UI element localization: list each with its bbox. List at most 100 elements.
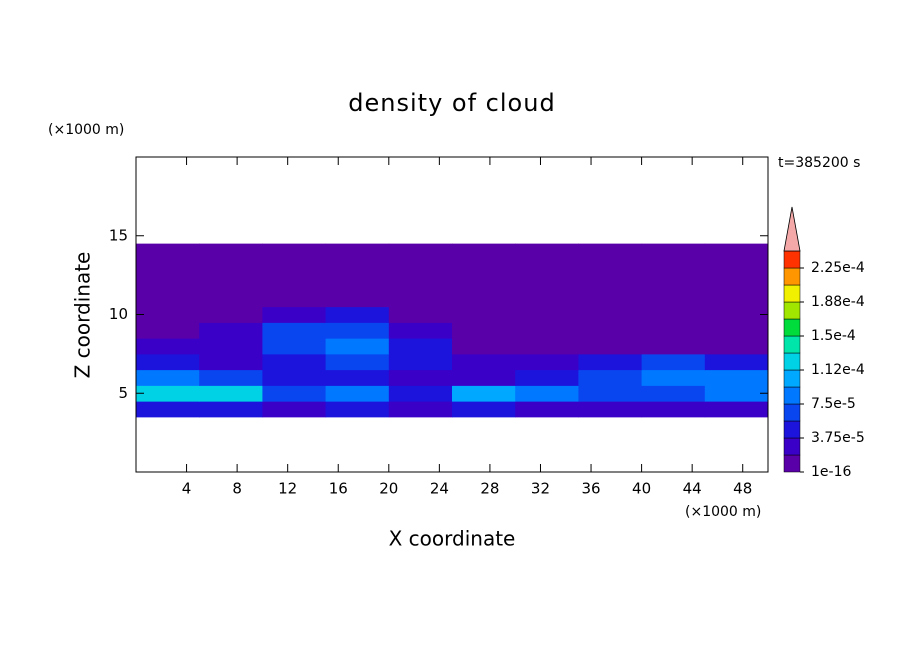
x-tick-label: 24 [430,480,449,498]
x-tick-label: 40 [632,480,651,498]
contour-cell [578,338,643,355]
x-tick-label: 20 [379,480,398,498]
contour-cell [199,353,263,371]
contour-cell [515,243,579,260]
contour-cell [262,259,327,276]
contour-cell [452,322,516,339]
x-tick-label: 8 [232,480,242,498]
contour-cell [136,385,200,402]
time-label: t=385200 s [778,155,860,171]
colorbar-segment [783,454,801,473]
chart-title: density of cloud [348,89,555,117]
contour-cell [578,290,643,308]
y-axis-title: Z coordinate [71,252,95,379]
colorbar-segment [783,369,801,388]
contour-cell [515,401,579,418]
y-tick-label: 15 [109,226,128,244]
contour-cell [388,353,453,371]
contour-cell [641,385,706,402]
contour-cell [515,369,579,386]
colorbar-tick-label: 1e-16 [811,464,851,480]
contour-cell [325,306,390,323]
x-tick-label: 32 [531,480,550,498]
contour-cell [641,401,706,418]
contour-cell [704,322,769,339]
contour-cell [578,385,643,402]
contour-cell [325,243,390,260]
contour-cell [515,322,579,339]
contour-cell [641,306,706,323]
y-unit: (×1000 m) [48,122,124,138]
contour-cell [515,353,579,371]
contour-cell [388,259,453,276]
contour-cell [704,401,769,418]
colorbar-segment [783,437,801,456]
contour-cell [452,306,516,323]
contour-cell [452,243,516,260]
contour-cell [515,290,579,308]
contour-cell [325,259,390,276]
contour-cell [704,290,769,308]
colorbar-segment [783,301,801,320]
contour-cell [262,338,327,355]
colorbar-tick-label: 7.5e-5 [811,396,856,412]
contour-cell [578,369,643,386]
contour-cell [199,401,263,418]
contour-cell [452,369,516,386]
y-tick-label: 10 [109,305,128,323]
x-tick-label: 48 [733,480,752,498]
contour-cell [325,275,390,292]
contour-cell [388,306,453,323]
contour-cell [262,275,327,292]
x-axis-title: X coordinate [389,527,516,551]
contour-cell [452,275,516,292]
contour-cell [452,353,516,371]
x-unit: (×1000 m) [685,504,761,520]
contour-cell [199,369,263,386]
colorbar-segment [783,386,801,405]
contour-cell [452,259,516,276]
contour-cell [136,306,200,323]
contour-cell [452,385,516,402]
colorbar-tick-label: 1.5e-4 [811,328,856,344]
x-tick-label: 28 [480,480,499,498]
colorbar-tick-label: 3.75e-5 [811,430,865,446]
contour-cell [641,353,706,371]
contour-cell [641,243,706,260]
colorbar-segment [783,284,801,303]
contour-cell [452,401,516,418]
contour-cell [388,290,453,308]
contour-cell [578,401,643,418]
contour-cell [452,290,516,308]
contour-cell [199,259,263,276]
contour-cell [704,369,769,386]
contour-cell [262,322,327,339]
contour-cell [578,243,643,260]
colorbar-tick-label: 1.12e-4 [811,362,865,378]
contour-cell [325,353,390,371]
contour-cell [136,369,200,386]
contour-cell [136,259,200,276]
contour-cell [136,338,200,355]
contour-cell [578,306,643,323]
contour-cell [388,338,453,355]
contour-cell [199,290,263,308]
contour-cell [199,306,263,323]
colorbar-segment [783,403,801,422]
contour-cell [641,338,706,355]
contour-cell [641,259,706,276]
contour-cell [262,290,327,308]
x-tick-label: 44 [683,480,702,498]
contour-cell [136,290,200,308]
contour-cell [515,338,579,355]
contour-cell [641,290,706,308]
x-tick-label: 16 [329,480,348,498]
colorbar-segment [783,318,801,337]
y-tick-label: 5 [118,384,128,402]
colorbar-tick-label: 2.25e-4 [811,260,865,276]
contour-cell [199,322,263,339]
contour-cell [325,401,390,418]
contour-cell [262,369,327,386]
